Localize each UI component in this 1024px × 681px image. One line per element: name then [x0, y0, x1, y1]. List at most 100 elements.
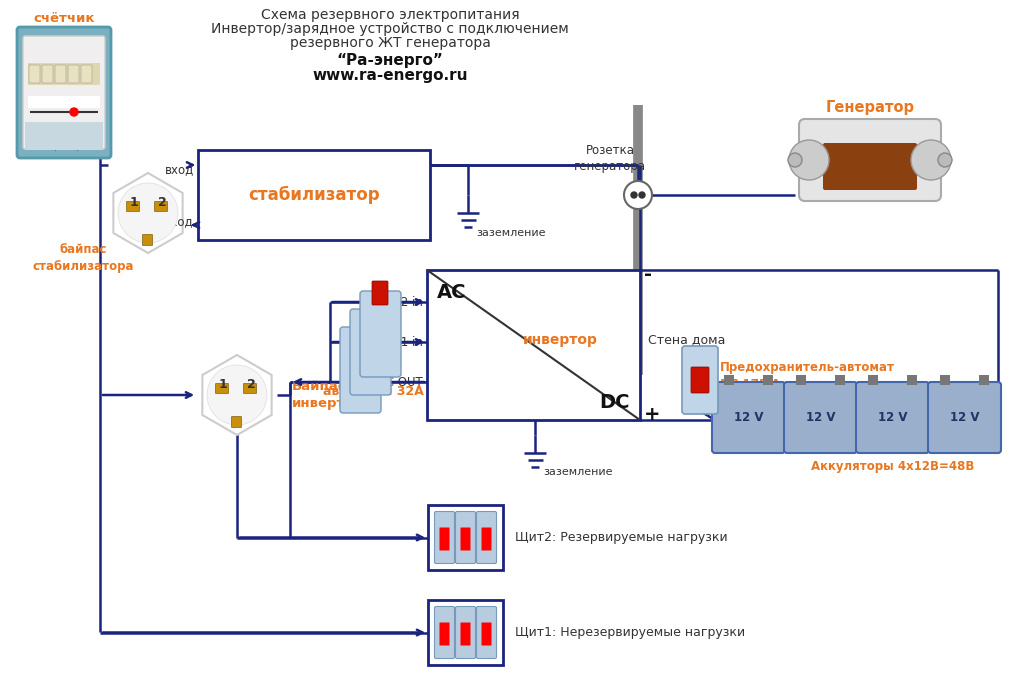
Text: www.ra-energo.ru: www.ra-energo.ru — [312, 68, 468, 83]
Circle shape — [788, 153, 802, 167]
Circle shape — [911, 140, 951, 180]
Text: 12 V: 12 V — [949, 411, 979, 424]
FancyBboxPatch shape — [476, 511, 497, 563]
FancyBboxPatch shape — [434, 607, 455, 659]
Circle shape — [118, 183, 178, 243]
Circle shape — [938, 153, 952, 167]
Text: 12 V: 12 V — [734, 411, 763, 424]
Circle shape — [624, 181, 652, 209]
FancyBboxPatch shape — [691, 367, 709, 393]
FancyBboxPatch shape — [127, 202, 139, 212]
FancyBboxPatch shape — [360, 291, 401, 377]
Polygon shape — [114, 173, 182, 253]
Circle shape — [639, 192, 645, 198]
FancyBboxPatch shape — [17, 27, 111, 158]
Text: 2: 2 — [247, 379, 255, 392]
Text: Щит1: Нерезервируемые нагрузки: Щит1: Нерезервируемые нагрузки — [515, 626, 745, 639]
Bar — [25, 122, 103, 150]
Text: DC 175 А: DC 175 А — [720, 379, 780, 392]
FancyBboxPatch shape — [928, 382, 1001, 453]
Bar — [763, 375, 773, 385]
FancyBboxPatch shape — [799, 119, 941, 201]
Text: заземление: заземление — [476, 228, 546, 238]
Text: Аккуляторы 4x12В=48В: Аккуляторы 4x12В=48В — [811, 460, 974, 473]
Bar — [55, 65, 66, 83]
Bar — [68, 65, 79, 83]
Bar — [42, 65, 53, 83]
FancyBboxPatch shape — [682, 346, 718, 414]
Text: AC 1 in: AC 1 in — [381, 336, 423, 349]
Text: AC 2 in: AC 2 in — [381, 296, 423, 308]
Polygon shape — [203, 355, 271, 435]
Text: “Ра-энерго”: “Ра-энерго” — [337, 53, 443, 68]
Text: инвертор: инвертор — [523, 333, 598, 347]
Text: Энергомера: Энергомера — [42, 145, 86, 151]
FancyBboxPatch shape — [428, 505, 503, 570]
FancyBboxPatch shape — [231, 417, 242, 428]
FancyBboxPatch shape — [784, 382, 857, 453]
FancyBboxPatch shape — [23, 36, 105, 149]
FancyBboxPatch shape — [461, 528, 470, 550]
Circle shape — [70, 108, 78, 116]
FancyBboxPatch shape — [428, 600, 503, 665]
Bar — [28, 96, 100, 108]
Text: AC: AC — [437, 283, 467, 302]
Bar — [81, 65, 92, 83]
Text: Схема резервного электропитания: Схема резервного электропитания — [261, 8, 519, 22]
FancyBboxPatch shape — [155, 202, 168, 212]
FancyBboxPatch shape — [350, 309, 391, 395]
FancyBboxPatch shape — [712, 382, 785, 453]
Text: стабилизатор: стабилизатор — [248, 186, 380, 204]
FancyBboxPatch shape — [456, 607, 475, 659]
Text: +: + — [644, 405, 660, 424]
Text: -: - — [644, 266, 652, 285]
Text: Предохранитель-автомат: Предохранитель-автомат — [720, 362, 895, 375]
Text: вход: вход — [165, 163, 194, 176]
Bar — [796, 375, 806, 385]
FancyBboxPatch shape — [434, 511, 455, 563]
Text: Щит2: Резервируемые нагрузки: Щит2: Резервируемые нагрузки — [515, 531, 728, 544]
Circle shape — [631, 192, 637, 198]
FancyBboxPatch shape — [362, 299, 378, 323]
FancyBboxPatch shape — [856, 382, 929, 453]
Text: Розетка
генератора: Розетка генератора — [574, 144, 646, 173]
FancyBboxPatch shape — [215, 383, 228, 394]
FancyBboxPatch shape — [352, 317, 368, 341]
Bar — [835, 375, 845, 385]
FancyBboxPatch shape — [461, 622, 470, 646]
FancyBboxPatch shape — [198, 150, 430, 240]
Text: 1: 1 — [219, 379, 227, 392]
Bar — [724, 375, 734, 385]
FancyBboxPatch shape — [823, 166, 918, 190]
FancyBboxPatch shape — [142, 234, 153, 245]
Circle shape — [207, 365, 267, 425]
Text: автоматы 32А: автоматы 32А — [323, 385, 424, 398]
Bar — [28, 63, 100, 85]
FancyBboxPatch shape — [456, 511, 475, 563]
FancyBboxPatch shape — [244, 383, 256, 394]
Text: выход: выход — [156, 215, 194, 229]
FancyBboxPatch shape — [476, 607, 497, 659]
FancyBboxPatch shape — [372, 281, 388, 305]
Text: байпас
стабилизатора: байпас стабилизатора — [32, 243, 134, 273]
Text: заземление: заземление — [543, 467, 612, 477]
Circle shape — [790, 140, 829, 180]
FancyBboxPatch shape — [439, 528, 450, 550]
FancyBboxPatch shape — [427, 270, 640, 420]
FancyBboxPatch shape — [481, 528, 492, 550]
Text: Инвертор/зарядное устройство с подключением: Инвертор/зарядное устройство с подключен… — [211, 22, 569, 36]
FancyBboxPatch shape — [823, 143, 918, 167]
Text: DC: DC — [599, 392, 630, 411]
Text: 2: 2 — [158, 197, 166, 210]
FancyBboxPatch shape — [481, 622, 492, 646]
Bar — [907, 375, 918, 385]
Bar — [868, 375, 878, 385]
Bar — [29, 65, 40, 83]
Bar — [979, 375, 989, 385]
Text: резервного ЖТ генератора: резервного ЖТ генератора — [290, 36, 490, 50]
Text: Генератор: Генератор — [825, 100, 914, 115]
Text: AC OUT: AC OUT — [378, 375, 423, 388]
Text: 12 V: 12 V — [806, 411, 836, 424]
FancyBboxPatch shape — [340, 327, 381, 413]
Text: счётчик: счётчик — [33, 12, 95, 25]
